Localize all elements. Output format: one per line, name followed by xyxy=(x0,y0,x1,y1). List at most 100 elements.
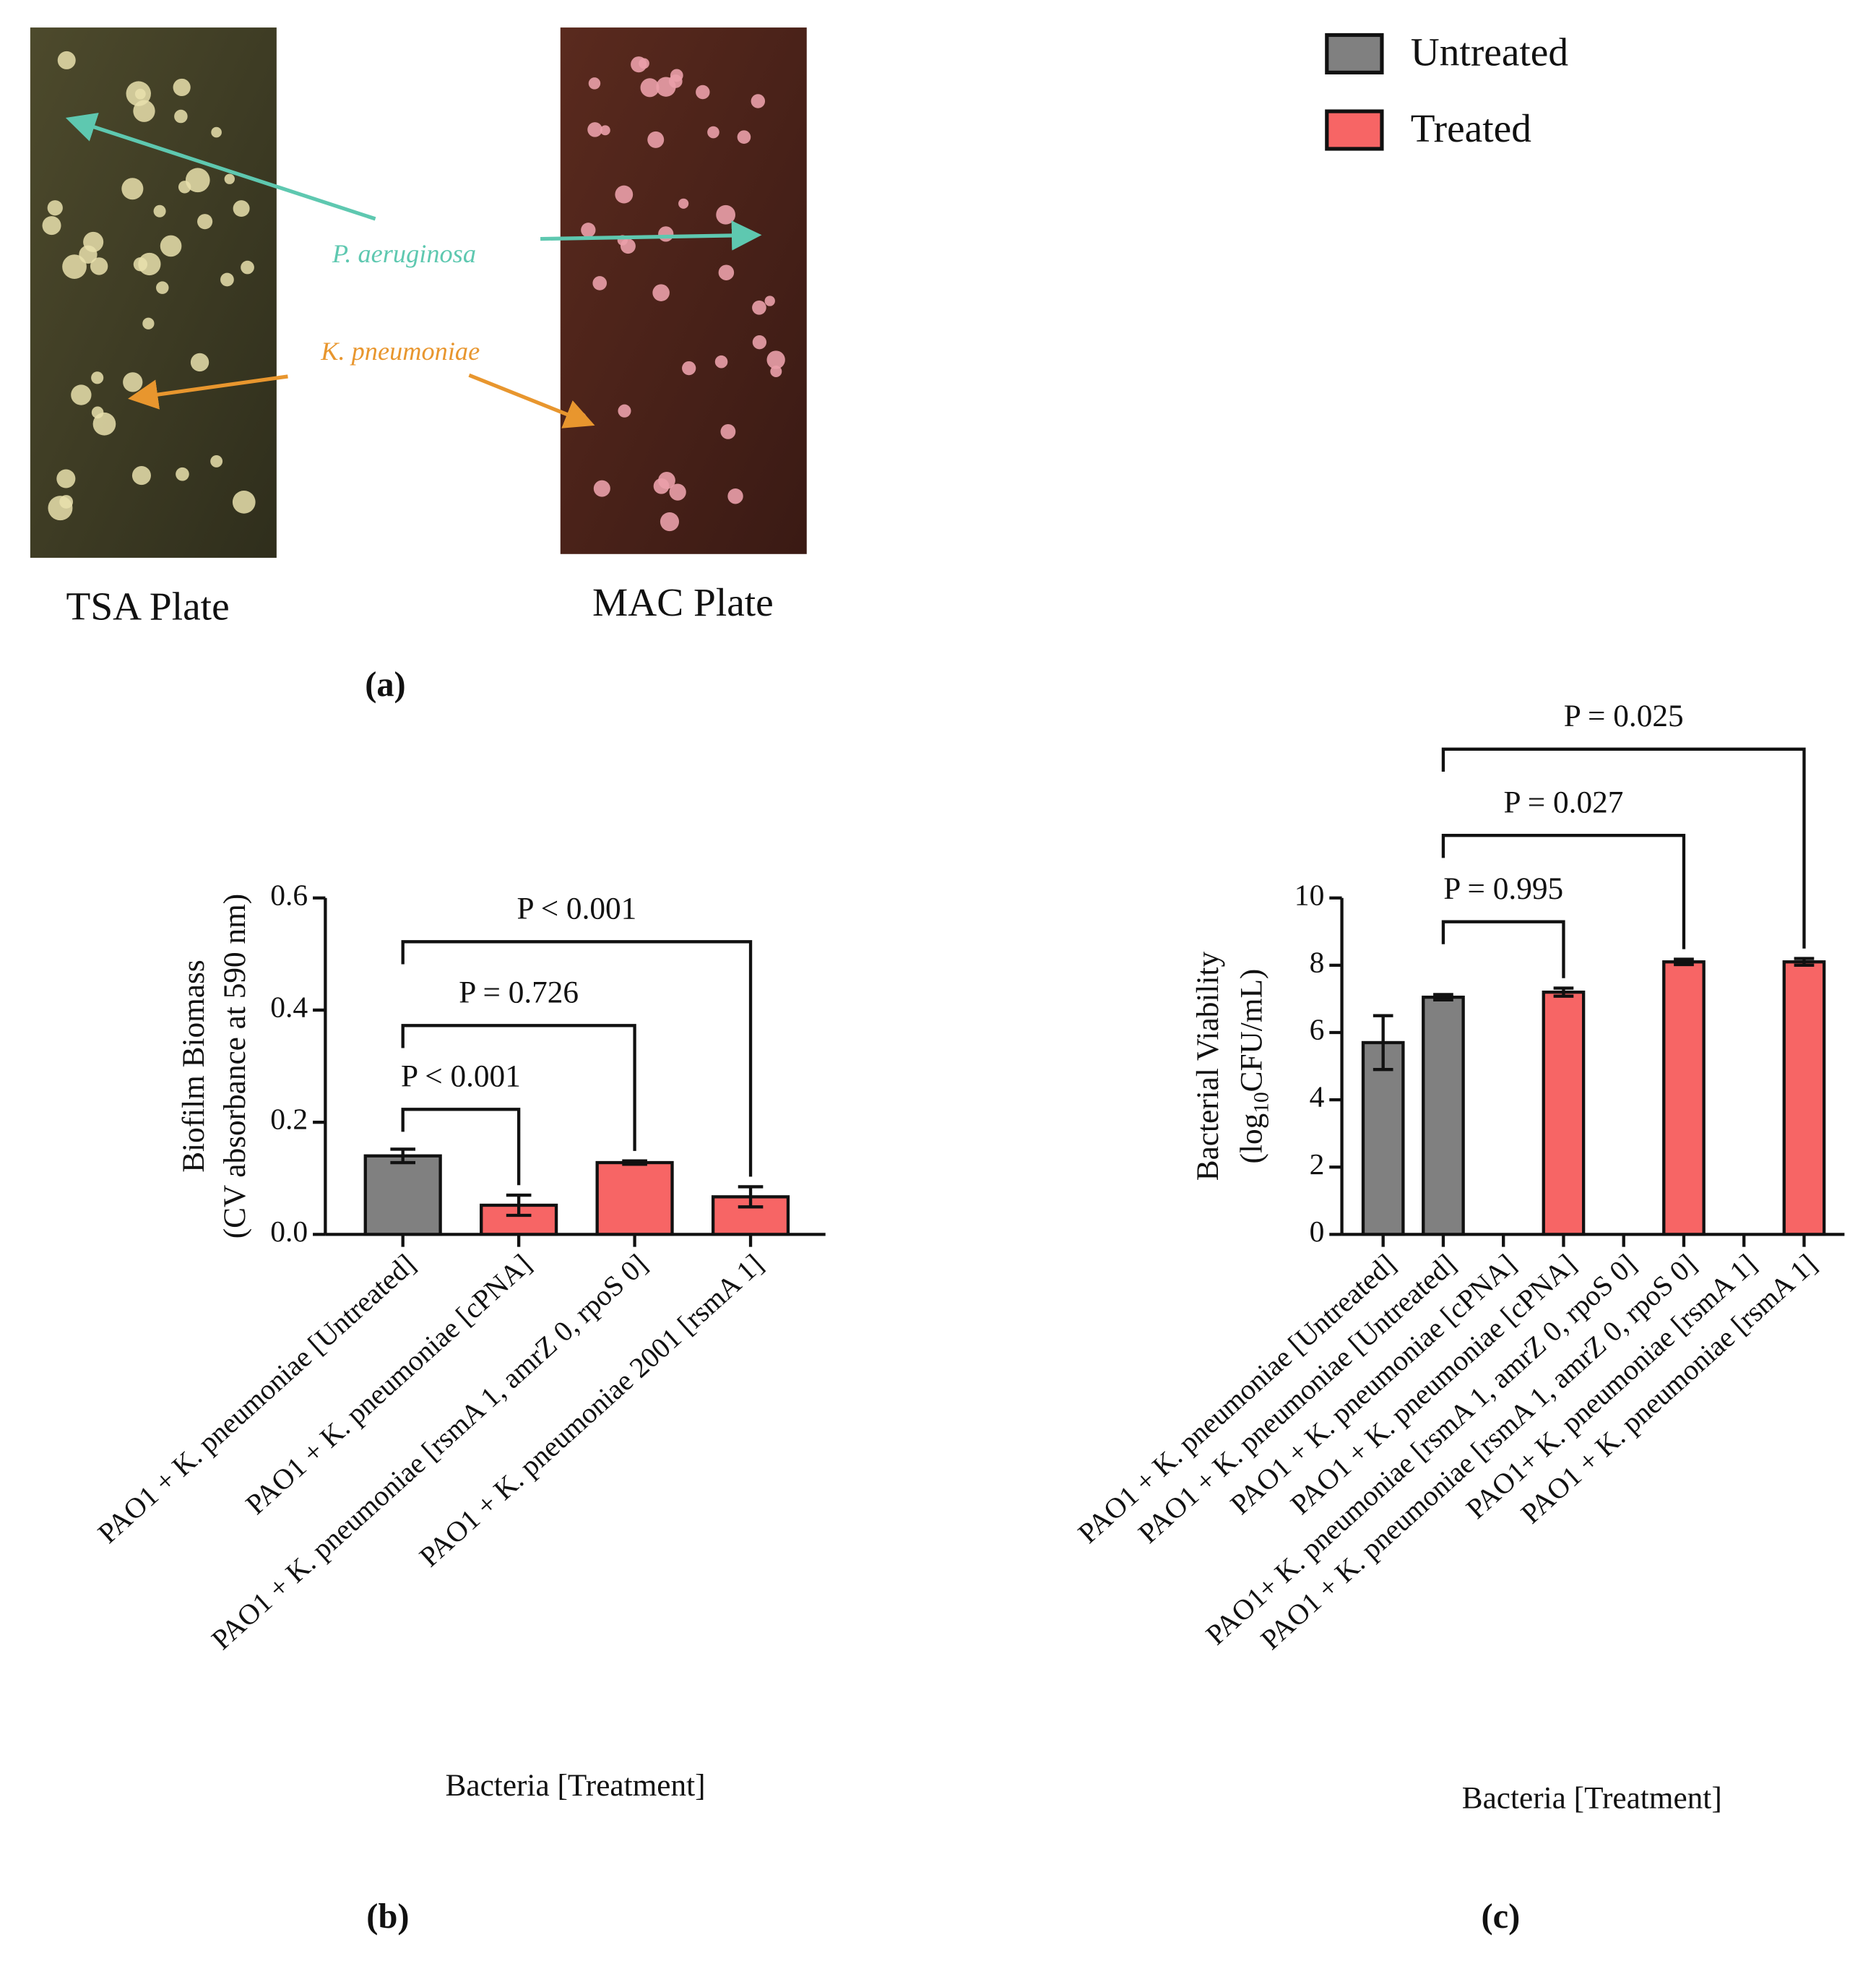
colony xyxy=(766,350,785,369)
colony xyxy=(669,483,686,501)
colony xyxy=(71,384,92,405)
colony xyxy=(639,58,649,69)
colony xyxy=(173,78,191,97)
panel-label: (a) xyxy=(365,665,405,704)
significance-bracket xyxy=(1441,834,1686,949)
p-value-label: P = 0.995 xyxy=(1443,871,1563,906)
colony xyxy=(220,272,234,287)
colony xyxy=(656,77,676,97)
p-value-label: P = 0.726 xyxy=(459,975,579,1010)
colony xyxy=(658,226,674,242)
colony xyxy=(160,235,182,257)
panel-label: (c) xyxy=(1481,1897,1520,1936)
colony xyxy=(90,257,108,275)
colony xyxy=(751,94,766,108)
bar xyxy=(1422,995,1465,1236)
y-tick-label: 0.0 xyxy=(270,1215,308,1248)
colony xyxy=(241,260,254,275)
colony xyxy=(770,365,782,377)
colony xyxy=(720,423,736,439)
colony xyxy=(727,488,743,504)
colony xyxy=(197,214,213,230)
y-axis-units-part: 10 xyxy=(1250,1092,1273,1113)
colony xyxy=(682,361,696,376)
y-axis-units-part: (CV absorbance at 590 nm) xyxy=(217,894,252,1238)
colony xyxy=(47,200,63,216)
colony xyxy=(707,126,719,139)
colony xyxy=(133,257,148,272)
colony xyxy=(714,355,728,369)
legend-label: Treated xyxy=(1411,106,1531,150)
significance-bracket xyxy=(1441,920,1565,978)
x-axis-title: Bacteria [Treatment] xyxy=(446,1768,706,1803)
colony xyxy=(615,185,634,204)
bar xyxy=(1782,960,1826,1236)
y-tick-label: 2 xyxy=(1310,1147,1325,1181)
y-tick-label: 0.4 xyxy=(270,990,308,1023)
colony xyxy=(224,173,235,184)
p-value-label: P = 0.025 xyxy=(1564,699,1684,733)
colony xyxy=(696,85,710,100)
plate-label: MAC Plate xyxy=(592,580,774,624)
species-label: K. pneumoniae xyxy=(320,337,480,366)
colony xyxy=(59,495,74,509)
colony xyxy=(133,100,155,122)
plate-label: TSA Plate xyxy=(66,584,230,628)
colony xyxy=(647,131,665,148)
bar xyxy=(1662,960,1706,1236)
colony xyxy=(142,317,155,329)
colony xyxy=(123,372,143,392)
colony xyxy=(210,455,223,467)
mac-photo xyxy=(560,27,807,554)
colony xyxy=(592,276,608,290)
y-axis-units-part: CFU/mL) xyxy=(1234,969,1268,1092)
colony xyxy=(640,78,660,98)
y-tick-label: 4 xyxy=(1310,1080,1325,1113)
p-value-label: P = 0.027 xyxy=(1504,785,1624,820)
colony xyxy=(737,130,751,144)
y-tick-label: 10 xyxy=(1294,878,1325,911)
y-tick-label: 0 xyxy=(1310,1215,1325,1248)
p-value-label: P < 0.001 xyxy=(401,1059,521,1094)
colony xyxy=(62,254,87,279)
y-tick-label: 0.6 xyxy=(270,878,308,911)
bar xyxy=(363,1154,442,1236)
y-axis-units-part: (log xyxy=(1234,1113,1268,1164)
colony xyxy=(581,223,596,238)
colony xyxy=(232,491,256,514)
legend-label: Untreated xyxy=(1411,30,1569,74)
bar xyxy=(1542,990,1586,1236)
colony xyxy=(42,216,61,236)
y-axis-units: (CV absorbance at 590 nm) xyxy=(217,894,252,1238)
colony xyxy=(588,77,601,90)
p-value-label: P < 0.001 xyxy=(516,892,636,926)
colony xyxy=(174,109,188,124)
colony xyxy=(121,178,144,200)
colony xyxy=(718,264,735,280)
colony xyxy=(653,478,670,494)
bar xyxy=(1361,1040,1405,1236)
colony xyxy=(233,200,250,217)
colony xyxy=(716,204,735,225)
significance-bracket xyxy=(1441,747,1806,949)
bar xyxy=(595,1160,674,1236)
colony xyxy=(752,335,767,350)
colony xyxy=(131,466,151,486)
colony xyxy=(652,284,670,301)
colony xyxy=(678,198,689,209)
colony xyxy=(600,125,610,136)
colony xyxy=(91,371,104,384)
colony xyxy=(190,353,209,372)
colony xyxy=(156,281,169,294)
x-tick-label: PAO1 + K. pneumoniae [rsmA 1, amrZ 0, rp… xyxy=(206,1248,654,1655)
y-axis-title: Bacterial Viability xyxy=(1190,952,1225,1181)
significance-bracket xyxy=(401,940,753,1177)
legend-swatch xyxy=(1325,33,1384,74)
arrow xyxy=(127,374,288,410)
y-tick-label: 8 xyxy=(1310,945,1325,978)
colony xyxy=(764,296,775,306)
colony xyxy=(83,231,104,252)
colony xyxy=(57,51,76,69)
